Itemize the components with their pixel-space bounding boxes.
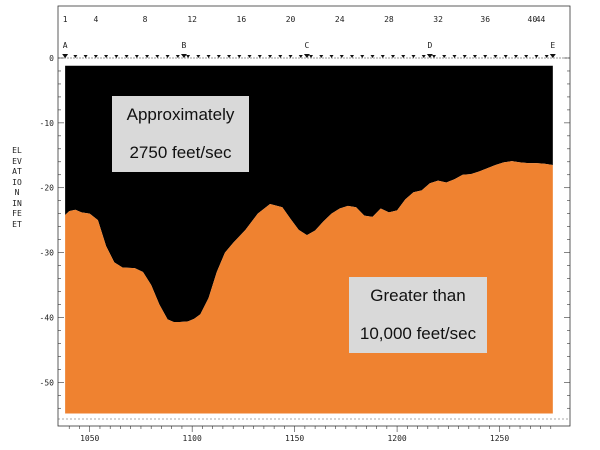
upper-layer-callout: Approximately 2750 feet/sec	[112, 96, 249, 172]
geophone-marker	[93, 55, 98, 58]
lower-callout-line-2: 10,000 feet/sec	[359, 324, 477, 343]
y-axis: 0 -10 -20 -30 -40 -50	[40, 54, 570, 409]
geophone-marker	[114, 55, 119, 58]
geophone-marker	[237, 55, 242, 58]
shotpoint-marker	[62, 54, 69, 58]
station-number: 4	[93, 15, 98, 24]
y-tick-label: -40	[40, 313, 55, 322]
geophone-marker	[134, 55, 139, 58]
station-number: 40	[528, 15, 538, 24]
geophone-marker	[124, 55, 129, 58]
geophone-marker	[380, 55, 385, 58]
geophone-marker	[401, 55, 406, 58]
shotpoint-marker	[180, 54, 187, 58]
geophone-marker	[360, 55, 365, 58]
geophone-marker	[513, 55, 518, 58]
letter-row: A B C D E	[63, 41, 556, 50]
upper-callout-line-1: Approximately	[126, 105, 235, 124]
geophone-marker	[165, 55, 170, 58]
geophone-marker	[319, 55, 324, 58]
geophone-marker	[493, 55, 498, 58]
geophone-marker	[175, 55, 180, 58]
geophone-marker	[339, 55, 344, 58]
geophone-marker	[227, 55, 232, 58]
geophone-marker	[452, 55, 457, 58]
station-number: 24	[335, 15, 345, 24]
geophone-marker	[544, 55, 549, 58]
shotpoint-marker	[426, 54, 433, 58]
shotpoint-marker	[549, 54, 556, 58]
geophone-marker	[462, 55, 467, 58]
geophone-marker	[329, 55, 334, 58]
geophone-marker	[534, 55, 539, 58]
station-number: 16	[237, 15, 247, 24]
station-number: 28	[384, 15, 394, 24]
y-tick-label: -50	[40, 378, 55, 387]
geophone-marker	[411, 55, 416, 58]
geophone-marker	[73, 55, 78, 58]
geophone-marker	[247, 55, 252, 58]
x-tick-label: 1050	[80, 434, 99, 443]
y-tick-label: -10	[40, 119, 55, 128]
geophone-marker	[288, 55, 293, 58]
geophone-marker	[370, 55, 375, 58]
letter-label: B	[182, 41, 187, 50]
letter-label: A	[63, 41, 68, 50]
geophone-marker	[442, 55, 447, 58]
station-number: 36	[480, 15, 490, 24]
station-number: 44	[536, 15, 546, 24]
geophone-marker	[206, 55, 211, 58]
upper-callout-line-2: 2750 feet/sec	[129, 143, 232, 162]
geophone-marker	[257, 55, 262, 58]
lower-layer-callout: Greater than 10,000 feet/sec	[349, 277, 487, 353]
x-tick-label: 1100	[183, 434, 202, 443]
geophone-marker	[309, 55, 314, 58]
frame-border	[57, 5, 571, 427]
plot-frame	[57, 5, 571, 427]
x-tick-label: 1150	[285, 434, 304, 443]
geophone-marker	[298, 55, 303, 58]
geophone-marker	[390, 55, 395, 58]
geophone-marker	[483, 55, 488, 58]
geophone-marker	[350, 55, 355, 58]
y-tick-label: -20	[40, 184, 55, 193]
geophone-marker	[472, 55, 477, 58]
letter-label: D	[427, 41, 432, 50]
x-tick-label: 1250	[490, 434, 509, 443]
letter-label: E	[550, 41, 555, 50]
station-number: 8	[143, 15, 148, 24]
geophone-marker	[104, 55, 109, 58]
shotpoint-marker	[303, 54, 310, 58]
geophone-marker	[524, 55, 529, 58]
geophone-marker	[268, 55, 273, 58]
station-number: 32	[433, 15, 443, 24]
geophone-marker	[196, 55, 201, 58]
geophone-marker	[186, 55, 191, 58]
station-number: 20	[286, 15, 296, 24]
y-tick-label: -30	[40, 249, 55, 258]
x-tick-label: 1200	[387, 434, 406, 443]
geophone-marker	[421, 55, 426, 58]
y-axis-title: ELEVATION IN FEET	[12, 146, 22, 229]
geophone-marker	[503, 55, 508, 58]
geophone-marker	[431, 55, 436, 58]
geophone-marker	[155, 55, 160, 58]
geophone-marker	[216, 55, 221, 58]
geophone-marker	[83, 55, 88, 58]
geophone-marker	[278, 55, 283, 58]
x-axis: 1050 1100 1150 1200 1250	[68, 426, 552, 443]
y-tick-label: 0	[49, 54, 54, 63]
lower-callout-line-1: Greater than	[370, 286, 466, 305]
surface-markers	[62, 54, 556, 58]
geophone-marker	[145, 55, 150, 58]
station-number: 1	[63, 15, 68, 24]
station-number: 12	[187, 15, 197, 24]
letter-label: C	[305, 41, 310, 50]
